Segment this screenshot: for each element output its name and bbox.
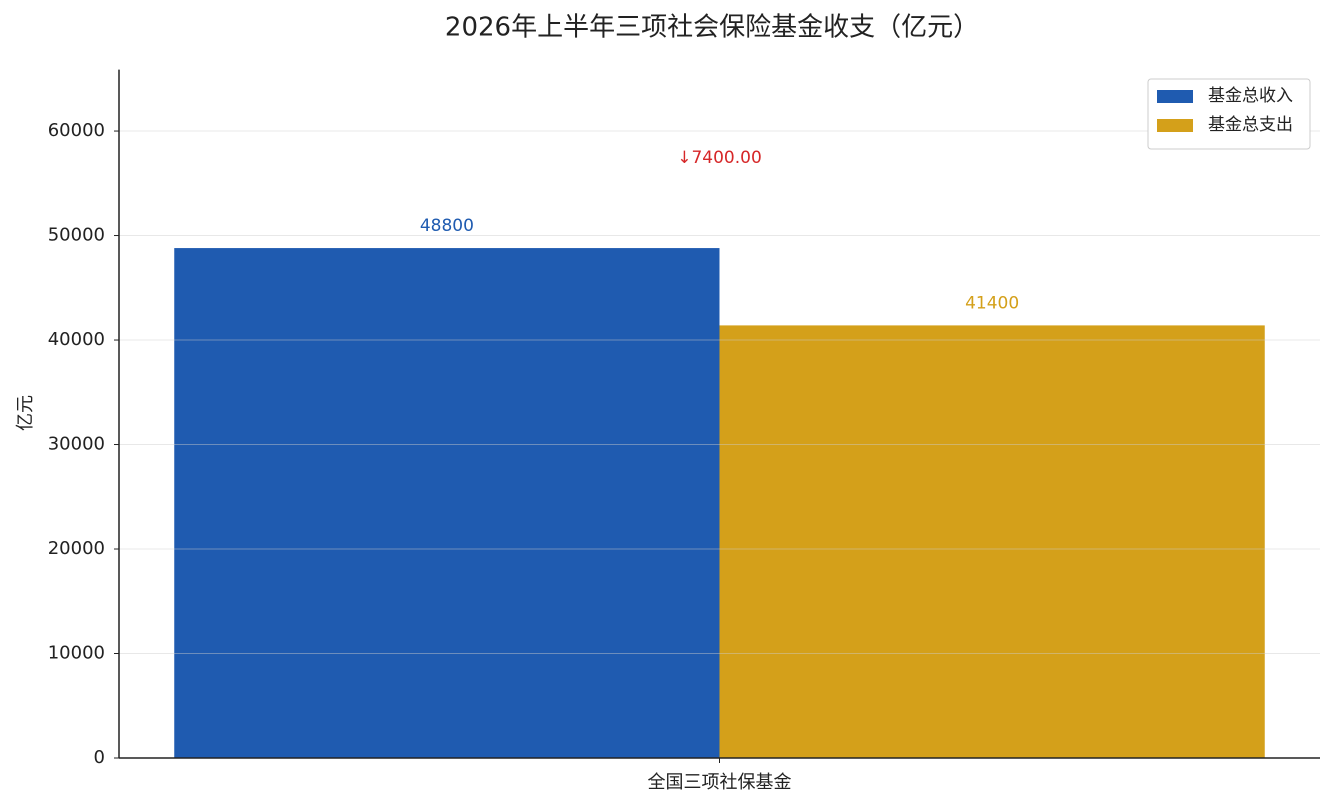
- legend-label: 基金总支出: [1208, 115, 1293, 135]
- y-tick-label: 40000: [48, 329, 105, 350]
- value-label: 41400: [965, 293, 1019, 313]
- bar: [174, 248, 720, 758]
- annotation: ↓7400.00: [677, 148, 762, 168]
- y-axis-label: 亿元: [15, 395, 36, 431]
- y-tick-label: 60000: [48, 120, 105, 141]
- legend-label: 基金总收入: [1208, 86, 1293, 106]
- y-tick-label: 20000: [48, 538, 105, 559]
- x-tick-label: 全国三项社保基金: [648, 772, 792, 793]
- legend-swatch: [1157, 90, 1193, 103]
- y-tick-label: 50000: [48, 225, 105, 246]
- value-label: 48800: [420, 216, 474, 236]
- y-tick-label: 10000: [48, 643, 105, 664]
- bar: [719, 325, 1265, 758]
- chart-title: 2026年上半年三项社会保险基金收支（亿元）: [445, 13, 979, 43]
- y-tick-label: 30000: [48, 434, 105, 455]
- legend-swatch: [1157, 119, 1193, 132]
- y-tick-label: 0: [94, 747, 105, 768]
